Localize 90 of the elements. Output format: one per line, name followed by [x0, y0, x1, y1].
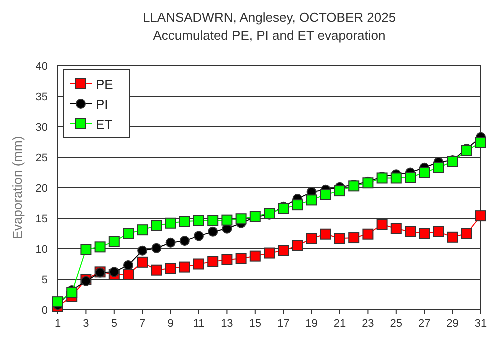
y-tick-label: 10 [36, 244, 48, 256]
point [123, 269, 134, 280]
point [236, 253, 247, 264]
point [419, 228, 430, 240]
point [292, 200, 304, 211]
point [137, 224, 148, 236]
x-tick-label: 25 [390, 318, 403, 330]
x-tick-label: 23 [362, 318, 374, 330]
point [152, 243, 162, 254]
y-tick-label: 5 [42, 274, 48, 286]
legend-label: PE [96, 77, 114, 92]
point [137, 256, 148, 268]
point [180, 236, 190, 246]
point [405, 172, 416, 184]
point [94, 242, 106, 253]
point [194, 258, 204, 270]
point [151, 220, 162, 232]
point [236, 214, 247, 225]
y-tick-label: 25 [36, 152, 48, 164]
point [222, 254, 233, 266]
point [194, 231, 204, 242]
point [334, 233, 346, 244]
point [222, 214, 233, 226]
chart-subtitle: Accumulated PE, PI and ET evaporation [153, 28, 386, 43]
point [278, 203, 290, 214]
point [151, 264, 162, 276]
point [108, 236, 120, 248]
y-tick-label: 0 [42, 305, 48, 317]
point [476, 137, 486, 148]
point [124, 260, 134, 270]
point [66, 287, 78, 298]
x-tick-label: 13 [221, 318, 234, 330]
x-tick-label: 31 [474, 318, 488, 330]
point [320, 189, 332, 200]
point [348, 232, 360, 244]
point [52, 296, 64, 308]
x-tick-label: 21 [334, 318, 346, 330]
point [376, 219, 388, 230]
x-tick-label: 9 [168, 318, 174, 330]
point [179, 216, 190, 228]
x-tick-label: 11 [193, 318, 205, 330]
point [166, 238, 176, 248]
point [306, 233, 318, 244]
point [405, 226, 416, 238]
point [165, 218, 176, 229]
point [390, 223, 402, 234]
point [461, 228, 472, 240]
x-tick-label: 17 [277, 318, 290, 330]
x-tick-label: 1 [54, 318, 62, 330]
point [433, 162, 444, 174]
point [165, 263, 176, 274]
point [390, 172, 402, 184]
x-tick-label: 19 [306, 318, 318, 330]
point [362, 228, 374, 240]
x-tick-label: 5 [111, 318, 118, 330]
y-tick-label: 20 [36, 183, 48, 195]
x-tick-label: 29 [446, 318, 459, 330]
y-axis-title: Evaporation (mm) [10, 136, 25, 240]
y-tick-label: 35 [36, 92, 48, 104]
legend-label: ET [96, 117, 113, 132]
point [419, 167, 430, 178]
point [320, 228, 332, 240]
point [179, 262, 190, 273]
y-tick-label: 30 [36, 122, 48, 134]
y-tick-label: 15 [36, 214, 48, 226]
x-tick-label: 3 [83, 318, 90, 330]
point [334, 186, 346, 197]
point [278, 245, 290, 256]
x-tick-label: 27 [418, 318, 431, 330]
legend-label: PI [96, 97, 108, 112]
point [208, 256, 219, 268]
x-tick-label: 7 [140, 318, 146, 330]
x-tick-label: 15 [249, 318, 262, 330]
point [208, 215, 219, 226]
point [433, 226, 444, 238]
point [264, 248, 275, 259]
point [194, 215, 204, 226]
point [208, 226, 218, 237]
point [80, 244, 92, 256]
chart-title: LLANSADWRN, Anglesey, OCTOBER 2025 [142, 10, 396, 25]
point [292, 240, 304, 252]
point [306, 194, 318, 206]
y-tick-label: 40 [36, 61, 48, 73]
point [250, 250, 261, 262]
point [447, 232, 458, 243]
point [123, 228, 134, 240]
point [461, 145, 472, 156]
point [476, 210, 486, 222]
point [109, 267, 120, 278]
point [138, 246, 148, 256]
